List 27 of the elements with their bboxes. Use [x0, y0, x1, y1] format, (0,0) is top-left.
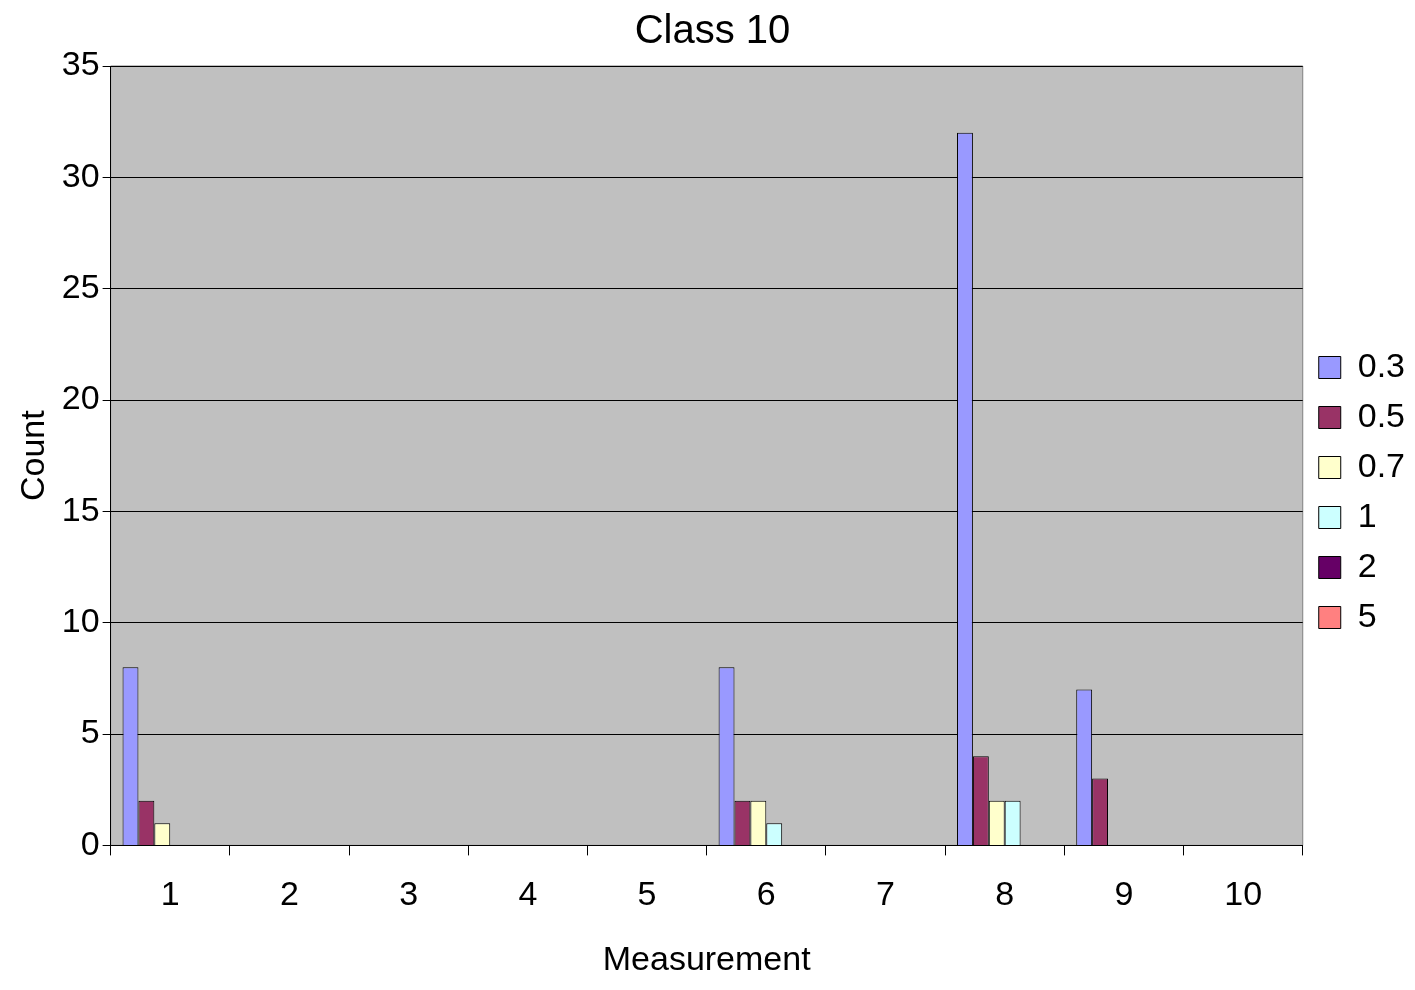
- y-tick-label: 5: [80, 712, 100, 751]
- y-axis-title: Count: [12, 409, 51, 502]
- legend-label: 5: [1357, 595, 1377, 634]
- y-tick-label: 25: [61, 267, 100, 306]
- y-tick-label: 30: [61, 155, 100, 194]
- x-tick-label: 8: [995, 874, 1015, 913]
- x-axis-title: Measurement: [602, 938, 812, 977]
- y-tick-label: 10: [61, 601, 100, 640]
- x-tick-label: 2: [279, 874, 299, 913]
- legend-label: 0.7: [1357, 445, 1405, 484]
- y-tick-label: 15: [61, 489, 100, 528]
- x-tick-label: 4: [518, 874, 538, 913]
- x-tick-label: 5: [637, 874, 657, 913]
- legend-label: 0.5: [1357, 395, 1405, 434]
- x-tick-label: 9: [1114, 874, 1134, 913]
- x-tick-label: 10: [1224, 874, 1263, 913]
- y-tick-label: 35: [61, 44, 100, 83]
- legend-label: 1: [1357, 495, 1377, 534]
- x-tick-label: 3: [399, 874, 419, 913]
- y-tick-label: 20: [61, 378, 100, 417]
- chart-title: Class 10: [634, 7, 791, 52]
- x-tick-label: 7: [876, 874, 895, 913]
- legend-label: 0.3: [1357, 345, 1405, 384]
- y-tick-label: 0: [80, 823, 100, 862]
- x-tick-label: 6: [756, 874, 776, 913]
- legend-label: 2: [1357, 545, 1377, 584]
- x-tick-label: 1: [160, 874, 180, 913]
